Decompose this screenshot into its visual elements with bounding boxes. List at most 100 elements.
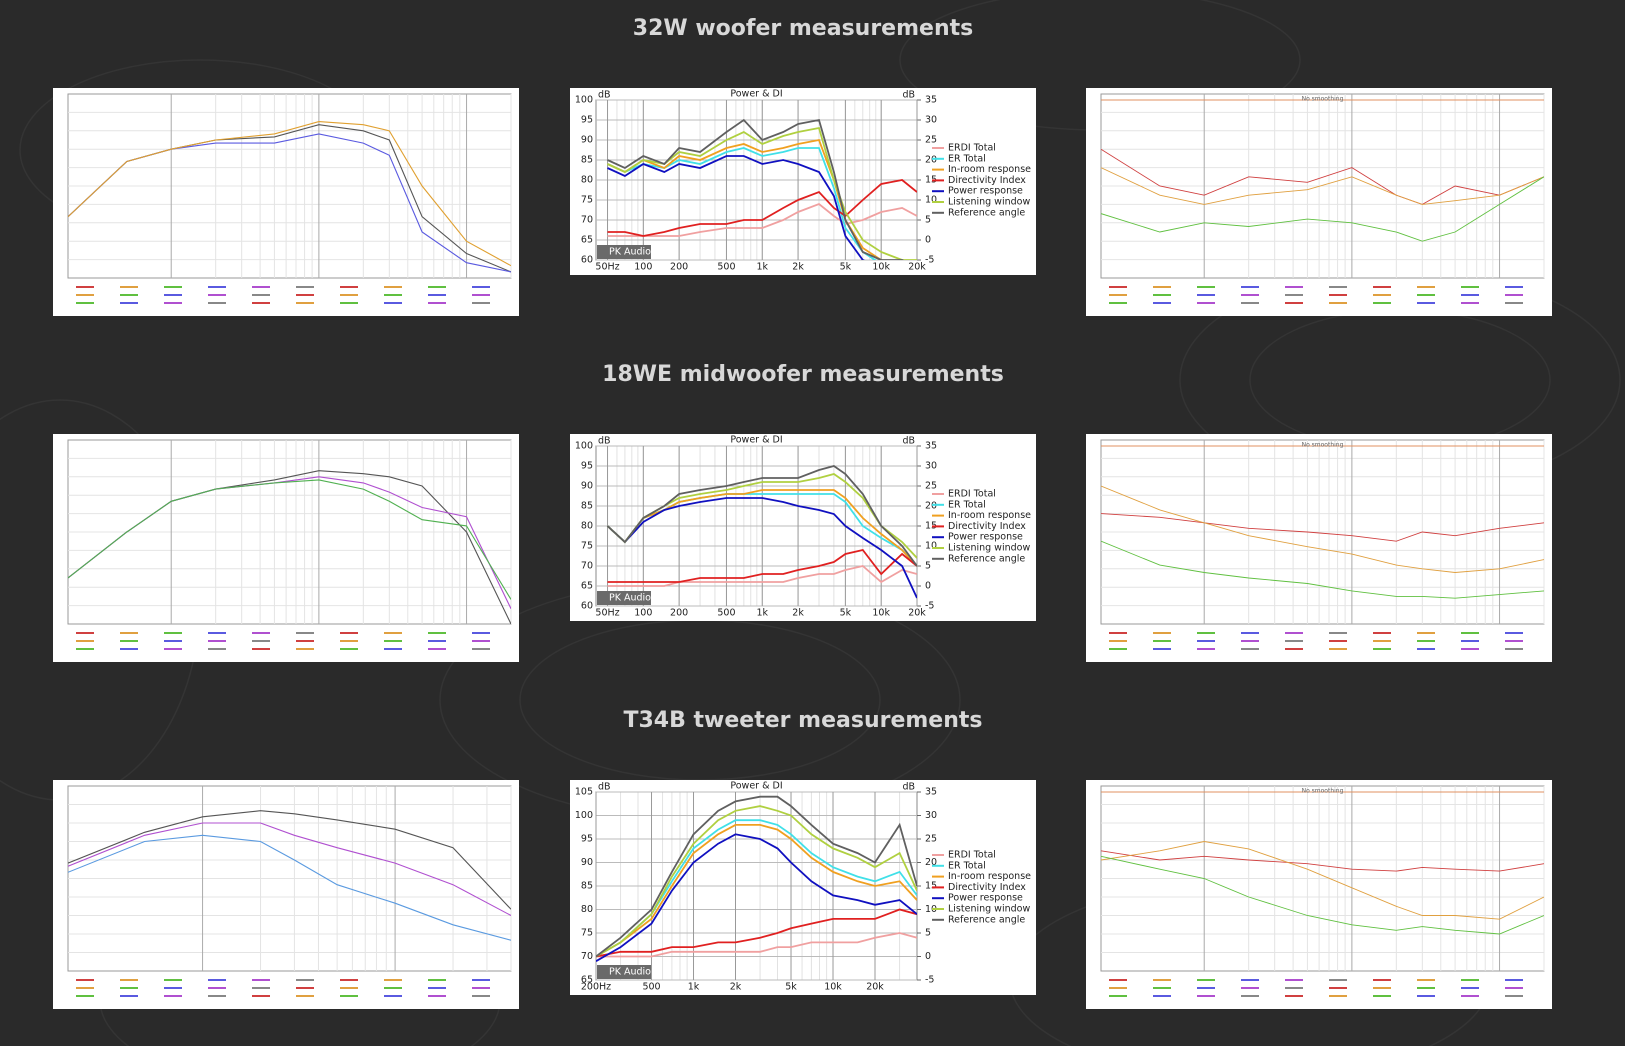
legend-decor <box>1241 648 1259 650</box>
legend-label: Directivity Index <box>948 175 1026 186</box>
series-line <box>1101 513 1544 542</box>
legend-label: Power response <box>948 893 1023 904</box>
legend-label: ERDI Total <box>948 489 996 500</box>
legend-decor <box>120 294 138 296</box>
legend-decor <box>1505 286 1523 288</box>
series-line <box>1101 176 1544 242</box>
legend-decor <box>296 979 314 981</box>
legend-decor <box>1329 995 1347 997</box>
legend-label: ERDI Total <box>948 143 996 154</box>
x-tick-label: 100 <box>634 262 652 273</box>
y-tick-label: 60 <box>581 255 593 266</box>
x-tick-label: 2k <box>730 982 742 993</box>
legend-decor <box>76 640 94 642</box>
x-tick-label: 500 <box>717 262 735 273</box>
legend-decor <box>428 302 446 304</box>
legend-decor <box>164 995 182 997</box>
y2-tick-label: 10 <box>925 541 937 552</box>
legend-decor <box>340 302 358 304</box>
legend-decor <box>1197 294 1215 296</box>
legend-label: In-room response <box>948 510 1031 521</box>
legend-label: Reference angle <box>948 207 1025 218</box>
section-title: 18WE midwoofer measurements <box>602 362 1004 387</box>
legend-decor <box>164 640 182 642</box>
series-line <box>596 805 917 958</box>
series-line <box>1101 167 1544 205</box>
legend-decor <box>76 979 94 981</box>
legend-decor <box>252 632 270 634</box>
legend-decor <box>1417 286 1435 288</box>
legend-decor <box>1285 294 1303 296</box>
legend-decor <box>1329 302 1347 304</box>
series-line <box>1101 540 1544 599</box>
legend-decor <box>340 640 358 642</box>
legend-decor <box>1373 987 1391 989</box>
legend-decor <box>1329 648 1347 650</box>
legend-decor <box>1461 294 1479 296</box>
legend-decor <box>120 632 138 634</box>
x-tick-label: 10k <box>872 262 890 273</box>
y-tick-label: 65 <box>581 235 593 246</box>
legend-decor <box>1241 979 1259 981</box>
legend-decor <box>1417 640 1435 642</box>
legend-decor <box>208 294 226 296</box>
legend-decor <box>1109 632 1127 634</box>
series-line <box>607 179 917 237</box>
legend-decor <box>76 995 94 997</box>
legend-label: Power response <box>948 186 1023 197</box>
legend-decor <box>472 987 490 989</box>
series-line <box>607 548 917 583</box>
legend-label: Directivity Index <box>948 521 1026 532</box>
legend-decor <box>1109 294 1127 296</box>
legend-decor <box>1197 987 1215 989</box>
series-line <box>1101 841 1544 920</box>
y-tick-label: 100 <box>575 810 593 821</box>
legend-decor <box>384 995 402 997</box>
legend-decor <box>1197 302 1215 304</box>
legend-decor <box>1241 995 1259 997</box>
x-tick-label: 5k <box>840 262 852 273</box>
legend-decor <box>208 302 226 304</box>
legend-decor <box>296 632 314 634</box>
legend-label: Listening window <box>948 904 1030 915</box>
legend-decor <box>208 979 226 981</box>
legend-decor <box>428 987 446 989</box>
y2-tick-label: 20 <box>925 501 937 512</box>
series-line <box>68 822 511 916</box>
y2-tick-label: 25 <box>925 135 937 146</box>
legend-decor <box>1417 302 1435 304</box>
legend-decor <box>384 302 402 304</box>
y2-tick-label: 0 <box>925 235 931 246</box>
legend-decor <box>428 648 446 650</box>
legend-decor <box>1285 995 1303 997</box>
legend-decor <box>472 302 490 304</box>
legend-decor <box>1153 979 1171 981</box>
legend-decor <box>1153 640 1171 642</box>
y-tick-label: 60 <box>581 601 593 612</box>
legend-decor <box>252 286 270 288</box>
legend-decor <box>1109 302 1127 304</box>
legend-decor <box>1285 302 1303 304</box>
x-tick-label: 50Hz <box>595 608 619 619</box>
y2-tick-label: 25 <box>925 481 937 492</box>
legend-decor <box>428 640 446 642</box>
legend-decor <box>1373 979 1391 981</box>
legend-decor <box>1373 302 1391 304</box>
y-axis-label: dB <box>598 436 611 447</box>
legend-decor <box>472 294 490 296</box>
legend-decor <box>384 286 402 288</box>
legend-decor <box>1197 979 1215 981</box>
legend-decor <box>1461 995 1479 997</box>
annotation: PK Audio <box>609 967 651 978</box>
legend-decor <box>1241 302 1259 304</box>
legend-decor <box>1109 987 1127 989</box>
legend-decor <box>1241 640 1259 642</box>
legend-decor <box>1373 286 1391 288</box>
x-tick-label: 1k <box>688 982 700 993</box>
series-line <box>596 795 917 958</box>
legend-decor <box>340 294 358 296</box>
y-tick-label: 80 <box>581 521 593 532</box>
legend-label: ER Total <box>948 499 986 510</box>
x-tick-label: 200 <box>670 262 688 273</box>
legend-decor <box>1241 632 1259 634</box>
